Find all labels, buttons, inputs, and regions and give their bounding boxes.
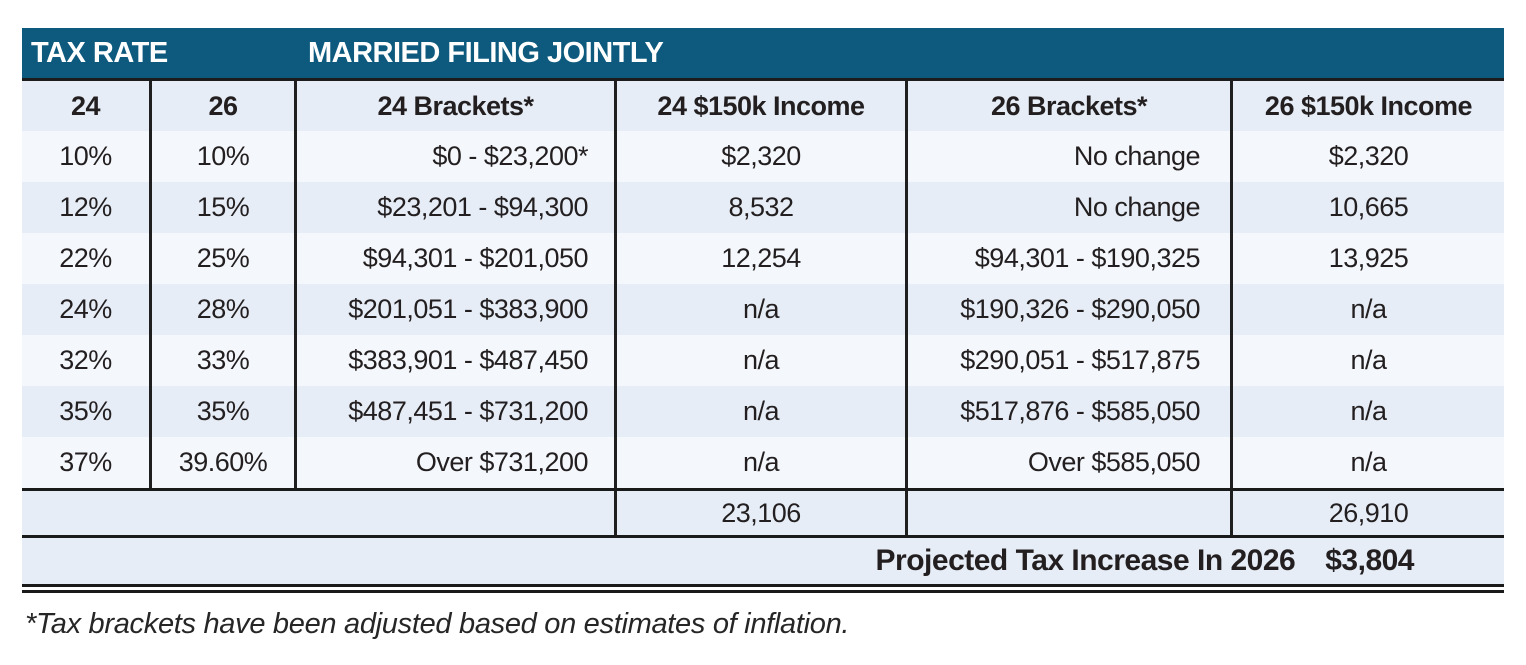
rate26-cell: 28% (152, 284, 297, 335)
summary-value: $3,804 (1325, 544, 1414, 577)
brackets26-cell: No change (908, 182, 1233, 233)
divider-line (22, 488, 1504, 491)
income24-cell: n/a (617, 284, 908, 335)
income26-cell: n/a (1350, 345, 1387, 375)
income24-cell: n/a (617, 335, 908, 386)
income26-cell: n/a (1350, 396, 1387, 426)
brackets24-cell: $201,051 - $383,900 (297, 284, 617, 335)
footnote: *Tax brackets have been adjusted based o… (25, 608, 850, 640)
rate26-cell: 10% (152, 131, 297, 182)
summary-row: Projected Tax Increase In 2026 $3,804 (22, 538, 1504, 584)
table-row: 24% 28% $201,051 - $383,900 n/a $190,326… (22, 284, 1504, 335)
income24-cell: $2,320 (617, 131, 908, 182)
rate26-cell: 15% (152, 182, 297, 233)
income26-cell: n/a (1350, 294, 1387, 324)
table-row: 10% 10% $0 - $23,200* $2,320 No change $… (22, 131, 1504, 182)
totals-row: 23,106 26,910 (22, 491, 1504, 535)
brackets24-cell: Over $731,200 (297, 437, 617, 488)
income24-cell: n/a (617, 386, 908, 437)
table-row: 32% 33% $383,901 - $487,450 n/a $290,051… (22, 335, 1504, 386)
totals-empty-cell (22, 491, 617, 535)
income24-cell: 12,254 (617, 233, 908, 284)
tax-rate-header: TAX RATE (31, 36, 168, 69)
rate26-cell: 25% (152, 233, 297, 284)
totals-empty-brackets26-cell (908, 491, 1233, 535)
rate24-cell: 37% (22, 437, 152, 488)
rate24-cell: 22% (22, 233, 152, 284)
rate26-cell: 33% (152, 335, 297, 386)
col-header-rate26: 26 (152, 81, 297, 131)
brackets24-cell: $383,901 - $487,450 (297, 335, 617, 386)
rate24-cell: 24% (22, 284, 152, 335)
income26-cell: $2,320 (1328, 141, 1409, 171)
table-row: 37% 39.60% Over $731,200 n/a Over $585,0… (22, 437, 1504, 488)
table-row: 12% 15% $23,201 - $94,300 8,532 No chang… (22, 182, 1504, 233)
table-row: 35% 35% $487,451 - $731,200 n/a $517,876… (22, 386, 1504, 437)
brackets26-cell: No change (908, 131, 1233, 182)
income26-cell: 10,665 (1328, 192, 1409, 222)
table-title-bar: TAX RATE MARRIED FILING JOINTLY (22, 28, 1504, 81)
income24-cell: 8,532 (617, 182, 908, 233)
brackets24-cell: $487,451 - $731,200 (297, 386, 617, 437)
tax-bracket-table: TAX RATE MARRIED FILING JOINTLY 24 26 24… (22, 28, 1504, 641)
col-header-rate24: 24 (22, 81, 152, 131)
rate24-cell: 10% (22, 131, 152, 182)
income26-cell: n/a (1350, 447, 1387, 477)
brackets26-cell: $94,301 - $190,325 (908, 233, 1233, 284)
brackets24-cell: $23,201 - $94,300 (297, 182, 617, 233)
rate24-cell: 32% (22, 335, 152, 386)
total-income26-cell: 26,910 (1328, 497, 1409, 528)
rate26-cell: 39.60% (152, 437, 297, 488)
rate24-cell: 12% (22, 182, 152, 233)
brackets26-cell: $290,051 - $517,875 (908, 335, 1233, 386)
double-bottom-border (22, 584, 1504, 593)
brackets24-cell: $94,301 - $201,050 (297, 233, 617, 284)
table-row: 22% 25% $94,301 - $201,050 12,254 $94,30… (22, 233, 1504, 284)
income24-cell: n/a (617, 437, 908, 488)
brackets24-cell: $0 - $23,200* (297, 131, 617, 182)
married-filing-jointly-header: MARRIED FILING JOINTLY (308, 36, 664, 69)
col-header-brackets24: 24 Brackets* (297, 81, 617, 131)
rate24-cell: 35% (22, 386, 152, 437)
column-header-row: 24 26 24 Brackets* 24 $150k Income 26 Br… (22, 81, 1504, 131)
income26-cell: 13,925 (1328, 243, 1409, 273)
col-header-income24: 24 $150k Income (617, 81, 908, 131)
divider-line (22, 535, 1504, 538)
brackets26-cell: Over $585,050 (908, 437, 1233, 488)
col-header-brackets26: 26 Brackets* (908, 81, 1233, 131)
rate26-cell: 35% (152, 386, 297, 437)
summary-label: Projected Tax Increase In 2026 (875, 544, 1296, 577)
col-header-income26: 26 $150k Income (1264, 90, 1473, 121)
brackets26-cell: $190,326 - $290,050 (908, 284, 1233, 335)
brackets26-cell: $517,876 - $585,050 (908, 386, 1233, 437)
total-income24-cell: 23,106 (617, 491, 908, 535)
